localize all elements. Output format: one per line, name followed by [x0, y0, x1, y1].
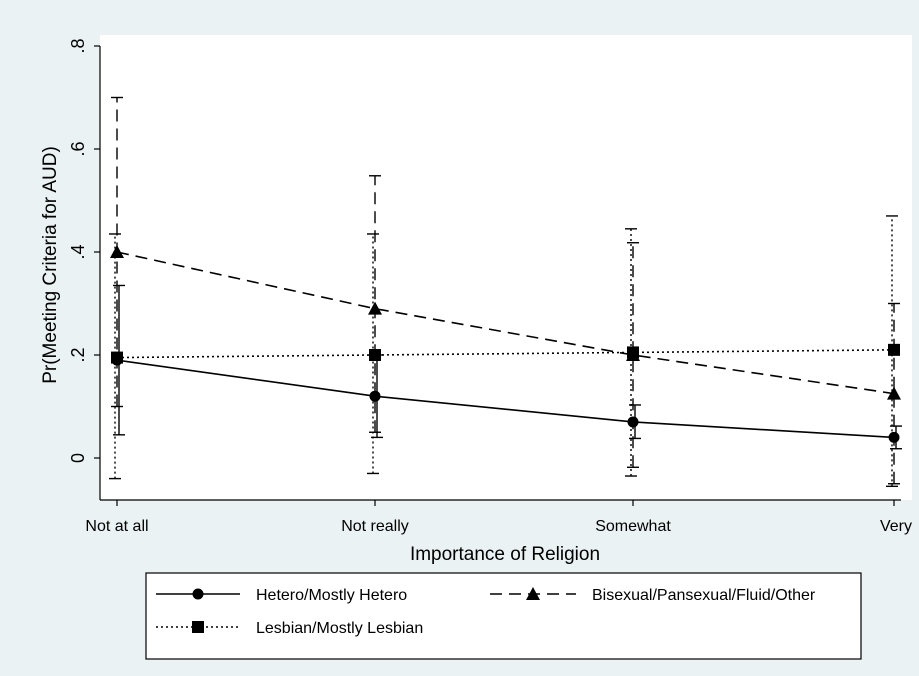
x-axis-label: Importance of Religion	[410, 544, 600, 565]
y-axis-label: Pr(Meeting Criteria for AUD)	[40, 146, 61, 384]
y-tick-label: .6	[68, 141, 88, 156]
x-tick-label: Not really	[341, 518, 409, 535]
y-tick-label: 0	[68, 453, 88, 463]
plot-region	[100, 35, 912, 500]
series-line	[116, 359, 895, 439]
y-tick-label: .8	[68, 38, 88, 53]
data-point	[888, 431, 900, 443]
data-point	[369, 349, 381, 361]
data-point	[369, 390, 381, 402]
data-point	[887, 386, 901, 400]
data-point	[627, 416, 639, 428]
legend-marker	[192, 588, 204, 600]
legend: Hetero/Mostly Hetero Bisexual/Pansexual/F…	[145, 572, 862, 660]
y-tick-label: .2	[68, 347, 88, 362]
x-tick-label: Not at all	[85, 518, 148, 535]
x-tick-label: Somewhat	[595, 518, 671, 535]
data-point	[627, 346, 639, 359]
legend-label: Lesbian/Mostly Lesbian	[256, 620, 423, 637]
legend-box	[145, 572, 862, 660]
series-line	[116, 349, 895, 359]
axes: 0 .2 .4 .6 .8 Not at all Not really Somewhat Ver…	[68, 38, 912, 535]
data-point	[110, 245, 124, 258]
data-point	[368, 301, 382, 315]
plot-area	[109, 96, 902, 488]
legend-label: Hetero/Mostly Hetero	[256, 587, 407, 604]
legend-marker	[526, 587, 540, 600]
data-point	[888, 343, 900, 356]
data-point	[111, 351, 123, 364]
x-tick-label: Very	[880, 518, 912, 535]
y-tick-label: .4	[68, 244, 88, 259]
legend-label: Bisexual/Pansexual/Fluid/Other	[592, 587, 816, 604]
legend-marker	[192, 621, 204, 633]
